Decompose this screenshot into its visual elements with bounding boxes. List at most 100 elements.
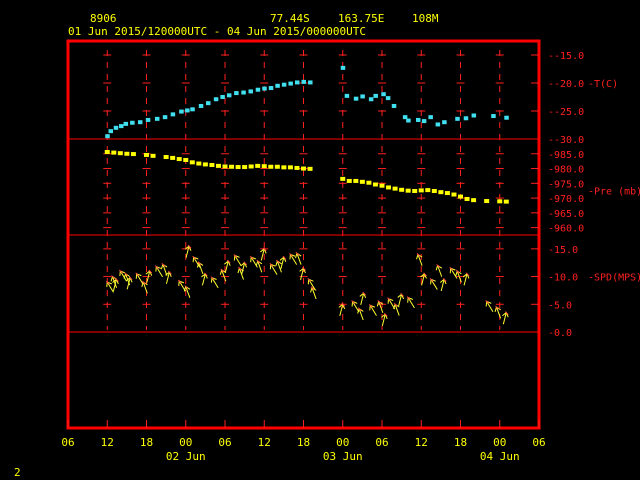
pressure-point bbox=[464, 196, 470, 201]
temp-point bbox=[471, 113, 477, 118]
pressure-point bbox=[399, 187, 405, 192]
wind-arrow bbox=[393, 302, 400, 316]
wind-arrow-tip bbox=[256, 259, 261, 264]
temp-point bbox=[205, 101, 211, 106]
wind-arrow-shaft bbox=[421, 273, 426, 286]
wind-arrow bbox=[154, 265, 164, 278]
latitude: 77.44S bbox=[270, 12, 310, 25]
pressure-point bbox=[346, 178, 352, 183]
x-tick-label: 18 bbox=[140, 436, 153, 449]
wind-arrow-shaft bbox=[311, 287, 317, 300]
x-tick-label: 00 bbox=[179, 436, 192, 449]
pressure-point bbox=[405, 188, 411, 193]
wind-arrow bbox=[462, 272, 470, 286]
temp-point bbox=[213, 97, 219, 102]
wind-arrow bbox=[338, 302, 346, 317]
pressure-point bbox=[124, 151, 130, 156]
wind-arrow bbox=[196, 261, 204, 275]
wind-arrow-tip bbox=[307, 277, 312, 282]
wind-arrow bbox=[295, 251, 302, 265]
wind-arrow-shaft bbox=[463, 273, 468, 286]
pressure-point bbox=[189, 160, 195, 165]
pressure-point bbox=[379, 183, 385, 188]
x-tick-label: 00 bbox=[493, 436, 506, 449]
wind-tick-label: -10.0 bbox=[548, 273, 578, 284]
wind-arrow bbox=[112, 277, 119, 292]
pressure-point bbox=[366, 180, 372, 185]
temp-point bbox=[179, 109, 184, 114]
wind-arrow bbox=[183, 285, 191, 298]
wind-arrow-shaft bbox=[257, 260, 263, 273]
temp-point bbox=[344, 93, 350, 98]
pressure-point bbox=[170, 155, 176, 160]
wind-arrow bbox=[368, 304, 377, 316]
temp-point bbox=[185, 108, 190, 113]
wind-arrow bbox=[233, 254, 242, 267]
pressure-point bbox=[484, 199, 490, 204]
wind-arrow-tip bbox=[351, 300, 355, 304]
temp-axis-label: -T(C) bbox=[588, 79, 618, 90]
panel-dividers bbox=[68, 138, 539, 333]
pres-tick-label: -980.0 bbox=[548, 165, 584, 176]
temp-point bbox=[162, 115, 168, 120]
wind-arrow-tip bbox=[393, 302, 398, 307]
pressure-point bbox=[111, 150, 117, 155]
temp-point bbox=[421, 119, 427, 124]
wind-arrow-tip bbox=[262, 247, 267, 252]
wind-arrow bbox=[416, 253, 423, 266]
wind-arrow-tip bbox=[383, 312, 388, 317]
wind-arrow bbox=[224, 259, 231, 273]
x-tick-label: 12 bbox=[415, 436, 428, 449]
pressure-point bbox=[431, 188, 437, 193]
wind-arrow-shaft bbox=[360, 293, 365, 305]
x-tick-label: 06 bbox=[532, 436, 545, 449]
x-axis: 06 12 18 00 06 12 18 00 06 12 18 00 06 02 Jun 03 Jun 04… bbox=[61, 420, 546, 463]
wind-arrow bbox=[275, 259, 282, 273]
wind-arrow-shaft bbox=[437, 265, 443, 277]
wind-arrow-shaft bbox=[502, 312, 507, 325]
wind-arrow bbox=[397, 292, 405, 307]
pres-tick-label: -975.0 bbox=[548, 179, 584, 190]
wind-arrow-shaft bbox=[185, 286, 191, 298]
temp-point bbox=[268, 86, 274, 91]
wind-arrow-tip bbox=[310, 286, 315, 291]
pressure-point bbox=[359, 179, 365, 184]
wind-arrow-shaft bbox=[358, 308, 364, 321]
wind-arrow-tip bbox=[111, 275, 115, 279]
wind-arrow bbox=[141, 280, 148, 294]
x-tick-label: 06 bbox=[375, 436, 388, 449]
wind-arrow-tip bbox=[289, 253, 293, 257]
data-marks bbox=[104, 65, 509, 327]
pressure-point bbox=[451, 192, 457, 197]
pressure-point bbox=[248, 164, 254, 169]
wind-arrow-tip bbox=[115, 277, 119, 282]
wind-arrow-shaft bbox=[417, 254, 423, 266]
wind-arrow bbox=[381, 312, 388, 327]
x-tick-label: 18 bbox=[297, 436, 310, 449]
temp-point bbox=[373, 93, 378, 98]
temp-point bbox=[406, 118, 411, 123]
pressure-point bbox=[255, 163, 261, 168]
wind-arrow bbox=[310, 286, 317, 300]
pressure-point bbox=[183, 157, 189, 162]
wind-arrow-shaft bbox=[142, 281, 148, 294]
grid-marks bbox=[103, 50, 539, 333]
temp-point bbox=[294, 80, 300, 85]
wind-arrow-tip bbox=[154, 265, 159, 269]
x-tick-label: 12 bbox=[101, 436, 114, 449]
wind-arrow bbox=[502, 311, 509, 325]
wind-arrow-shaft bbox=[260, 248, 265, 261]
wind-arrow bbox=[299, 266, 306, 281]
wind-arrow-shaft bbox=[381, 314, 386, 327]
wind-arrow-tip bbox=[233, 254, 238, 258]
pressure-point bbox=[301, 166, 306, 171]
pressure-point bbox=[196, 161, 202, 166]
pressure-point bbox=[438, 190, 444, 195]
temp-tick-label: --25.0 bbox=[548, 107, 584, 118]
temp-point bbox=[234, 91, 239, 96]
wind-arrow-shaft bbox=[394, 304, 400, 316]
temp-point bbox=[118, 124, 124, 129]
wind-arrow bbox=[201, 272, 208, 286]
wind-arrow bbox=[406, 296, 415, 309]
